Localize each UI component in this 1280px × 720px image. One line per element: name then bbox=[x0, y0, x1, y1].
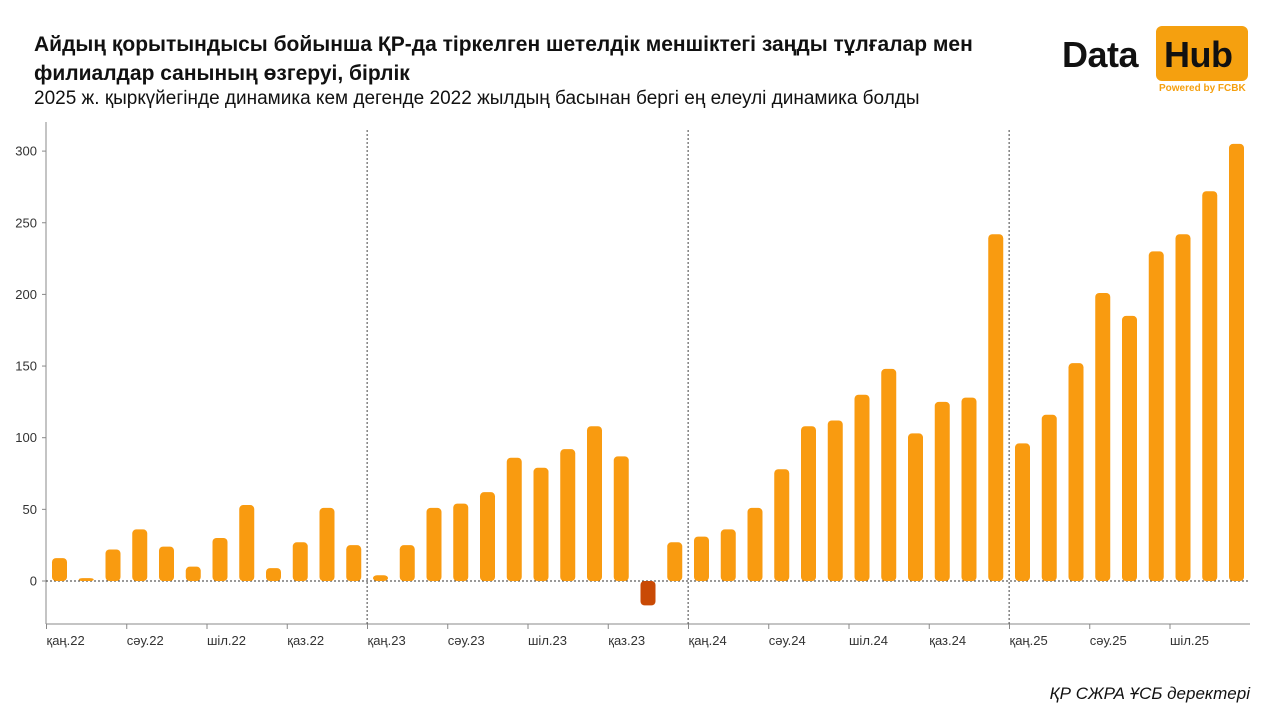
y-tick-label: 150 bbox=[15, 359, 37, 374]
bar-2024-06 bbox=[827, 420, 843, 581]
bar-2022-01 bbox=[52, 558, 67, 581]
chart-subtitle: 2025 ж. қыркүйегінде динамика кем дегенд… bbox=[34, 88, 920, 109]
bar-2022-08 bbox=[239, 505, 255, 581]
bar-2022-09 bbox=[266, 568, 281, 581]
y-tick-label: 200 bbox=[15, 287, 37, 302]
bar-2023-09 bbox=[587, 426, 602, 581]
bar-2023-03 bbox=[426, 507, 442, 581]
y-tick-label: 0 bbox=[30, 574, 37, 589]
x-tick-label: қаз.24 bbox=[929, 633, 966, 648]
logo-powered-text: Powered by FCBK bbox=[1159, 83, 1246, 94]
bar-2023-01 bbox=[373, 575, 388, 581]
bar-2023-12 bbox=[667, 542, 683, 581]
bar-2025-04 bbox=[1095, 292, 1111, 581]
bar-2025-01 bbox=[1015, 443, 1030, 581]
bar-2024-12 bbox=[988, 234, 1004, 582]
x-tick-label: қаң.24 bbox=[689, 633, 727, 648]
bar-2025-05 bbox=[1122, 315, 1137, 581]
bar-2023-10 bbox=[613, 456, 629, 581]
y-tick-label: 50 bbox=[23, 502, 37, 517]
bar-2023-08 bbox=[560, 449, 576, 581]
bar-2024-09 bbox=[908, 433, 923, 581]
bar-2022-05 bbox=[159, 546, 174, 581]
bar-2024-05 bbox=[801, 426, 816, 581]
chart-title: Айдың қорытындысы бойынша ҚР-да тіркелге… bbox=[34, 33, 973, 85]
bar-2024-07 bbox=[854, 394, 870, 581]
bar-2025-06 bbox=[1148, 251, 1164, 581]
y-tick-label: 100 bbox=[15, 430, 37, 445]
x-tick-label: сәу.23 bbox=[448, 633, 485, 648]
bar-2024-08 bbox=[881, 368, 897, 581]
bar-2025-09 bbox=[1229, 143, 1244, 581]
y-tick-label: 300 bbox=[15, 144, 37, 159]
bar-2025-02 bbox=[1041, 414, 1057, 581]
x-tick-label: қаң.23 bbox=[368, 633, 406, 648]
bar-2022-10 bbox=[292, 542, 308, 581]
bar-2022-07 bbox=[212, 538, 228, 581]
bar-2023-06 bbox=[506, 457, 522, 581]
x-tick-label: сәу.24 bbox=[769, 633, 806, 648]
bar-2024-10 bbox=[934, 401, 950, 581]
bar-2022-06 bbox=[185, 566, 201, 581]
bar-2023-11 bbox=[640, 581, 656, 606]
bar-2025-07 bbox=[1175, 234, 1191, 582]
bar-2023-04 bbox=[453, 503, 469, 581]
bar-2022-11 bbox=[319, 507, 335, 581]
logo-data-text: Data bbox=[1062, 34, 1139, 75]
x-tick-label: қаз.23 bbox=[608, 633, 645, 648]
x-tick-label: қаң.25 bbox=[1010, 633, 1048, 648]
bar-2022-04 bbox=[132, 529, 148, 581]
bar-2025-08 bbox=[1202, 191, 1218, 581]
x-tick-label: қаң.22 bbox=[47, 633, 85, 648]
bar-2024-01 bbox=[694, 536, 709, 581]
bar-2023-07 bbox=[533, 467, 549, 581]
logo-hub-text: Hub bbox=[1164, 34, 1233, 75]
y-tick-label: 250 bbox=[15, 215, 37, 230]
bar-2024-02 bbox=[720, 529, 736, 581]
bar-2024-04 bbox=[774, 469, 790, 581]
bar-2024-03 bbox=[747, 507, 763, 581]
x-tick-label: шіл.22 bbox=[207, 633, 246, 648]
bar-2022-02 bbox=[78, 578, 94, 581]
bar-2022-12 bbox=[346, 545, 362, 581]
bar-2024-11 bbox=[961, 397, 977, 581]
bar-2023-02 bbox=[399, 545, 415, 581]
bar-2022-03 bbox=[105, 549, 121, 581]
datahub-logo: Data Hub Powered by FCBK bbox=[1060, 26, 1250, 98]
x-tick-label: шіл.25 bbox=[1170, 633, 1209, 648]
x-tick-label: қаз.22 bbox=[287, 633, 324, 648]
bar-2025-03 bbox=[1068, 363, 1084, 581]
source-note: ҚР СЖРА ҰСБ деректері bbox=[1049, 684, 1250, 703]
logo-hub-box bbox=[1156, 26, 1248, 81]
x-tick-label: шіл.23 bbox=[528, 633, 567, 648]
x-tick-label: сәу.25 bbox=[1090, 633, 1127, 648]
bar-2023-05 bbox=[480, 492, 495, 581]
x-tick-label: шіл.24 bbox=[849, 633, 888, 648]
x-tick-label: сәу.22 bbox=[127, 633, 164, 648]
